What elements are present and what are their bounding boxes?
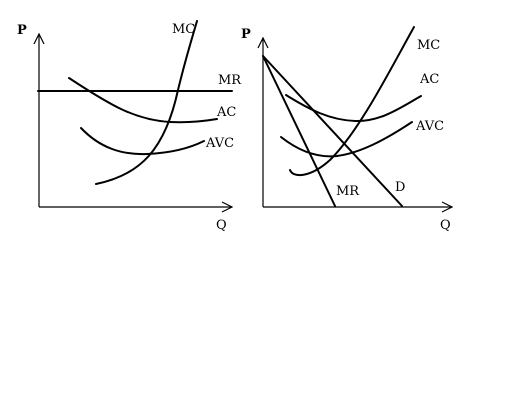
right-ac-label: AC bbox=[419, 72, 439, 87]
left-mc-curve bbox=[95, 20, 198, 185]
right-d-label: D bbox=[395, 180, 405, 195]
right-demand-line bbox=[262, 55, 403, 207]
left-avc-curve bbox=[80, 127, 205, 156]
left-x-axis-arrow bbox=[221, 201, 234, 213]
right-mc-label: MC bbox=[417, 38, 440, 53]
left-mr-label: MR bbox=[218, 73, 242, 88]
right-x-axis-arrow bbox=[441, 201, 454, 213]
left-panel: P Q MC MR AC AVC bbox=[17, 20, 242, 233]
right-ac-curve bbox=[285, 94, 422, 123]
left-y-axis-arrow bbox=[33, 32, 45, 45]
right-avc-label: AVC bbox=[415, 119, 444, 134]
left-mc-label: MC bbox=[172, 22, 195, 37]
right-x-axis-label: Q bbox=[440, 218, 451, 233]
left-ac-curve bbox=[68, 77, 218, 124]
left-ac-label: AC bbox=[216, 105, 236, 120]
right-mr-label: MR bbox=[336, 184, 360, 199]
left-y-axis-label: P bbox=[17, 23, 27, 38]
left-avc-label: AVC bbox=[205, 136, 234, 151]
right-mc-curve bbox=[289, 26, 415, 177]
right-y-axis-arrow bbox=[257, 36, 269, 49]
right-avc-curve bbox=[280, 121, 413, 158]
left-x-axis-label: Q bbox=[216, 218, 227, 233]
right-mr-line bbox=[262, 55, 336, 207]
right-y-axis-label: P bbox=[241, 27, 251, 42]
right-panel: P Q MC AC AVC MR D bbox=[241, 26, 454, 233]
